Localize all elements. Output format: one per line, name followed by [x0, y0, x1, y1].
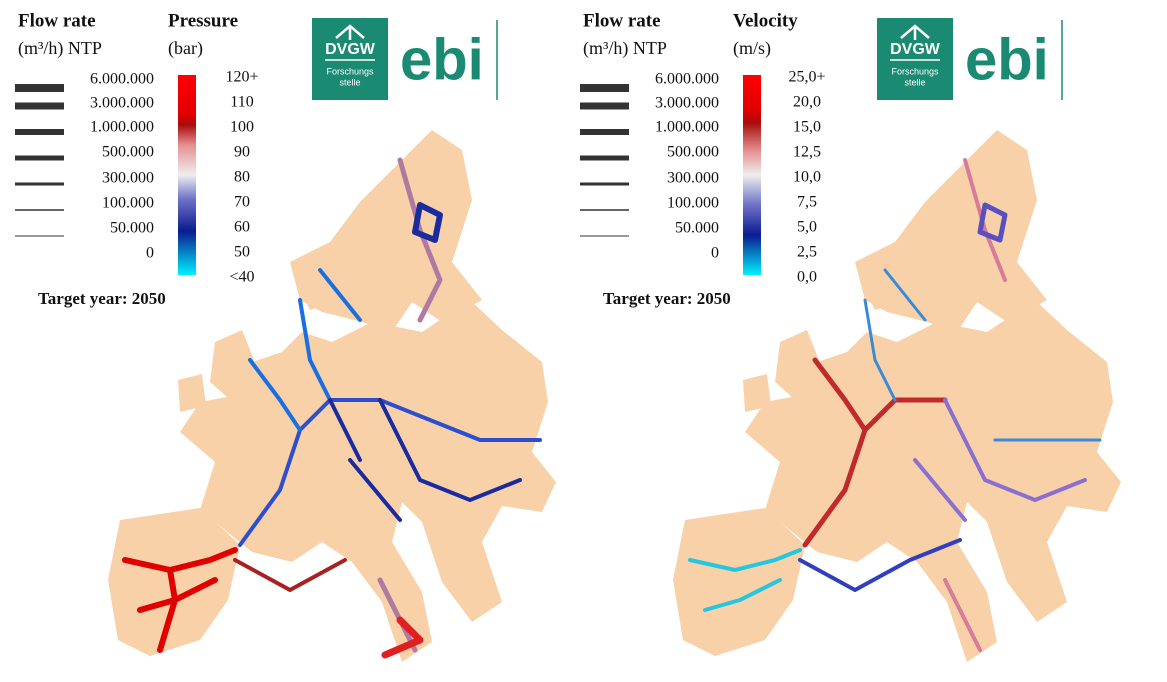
- scale-label: 50: [234, 244, 250, 261]
- scale-unit: (bar): [168, 38, 203, 59]
- scale-label: 15,0: [793, 119, 821, 136]
- logo-name: ebi: [400, 27, 484, 92]
- color-scale: [743, 75, 761, 275]
- scale-unit: (m/s): [733, 38, 771, 59]
- scale-label: 0,0: [797, 269, 817, 286]
- panel: Flow rate (m³/h) NTP 6.000.000 3.000.000 1.0…: [15, 10, 498, 308]
- scale-label: 20,0: [793, 94, 821, 111]
- panel: Flow rate (m³/h) NTP 6.000.000 3.000.000 1.0…: [580, 10, 1063, 308]
- scale-label: 7,5: [797, 194, 817, 211]
- flow-legend-label: 1.000.000: [90, 119, 154, 136]
- scale-label: 25,0+: [788, 69, 825, 86]
- flow-legend-label: 300.000: [102, 170, 154, 187]
- scale-label: 120+: [225, 69, 258, 86]
- flow-legend-label: 0: [711, 245, 719, 262]
- logo-roof: [335, 24, 365, 40]
- scale-label: 110: [230, 94, 253, 111]
- flow-title: Flow rate: [18, 10, 96, 31]
- flow-title: Flow rate: [583, 10, 661, 31]
- flow-legend-label: 50.000: [675, 220, 719, 237]
- flow-legend-label: 100.000: [102, 195, 154, 212]
- target-year: Target year: 2050: [38, 289, 166, 308]
- flow-unit: (m³/h) NTP: [583, 38, 667, 59]
- scale-label: 90: [234, 144, 250, 161]
- flow-unit: (m³/h) NTP: [18, 38, 102, 59]
- scale-title: Velocity: [733, 10, 798, 31]
- flow-legend-label: 3.000.000: [655, 95, 719, 112]
- logo-line: Forschungs: [891, 66, 939, 76]
- map-land: [108, 130, 556, 662]
- scale-label: 100: [230, 119, 254, 136]
- scale-label: 2,5: [797, 244, 817, 261]
- scale-label: 10,0: [793, 169, 821, 186]
- flow-legend-label: 50.000: [110, 220, 154, 237]
- flow-legend-label: 300.000: [667, 170, 719, 187]
- scale-label: 60: [234, 219, 250, 236]
- target-year: Target year: 2050: [603, 289, 731, 308]
- map-land: [673, 130, 1121, 662]
- flow-legend-label: 100.000: [667, 195, 719, 212]
- pipelines: [122, 157, 542, 659]
- flow-legend-label: 3.000.000: [90, 95, 154, 112]
- flow-legend-label: 6.000.000: [655, 71, 719, 88]
- logo-roof: [900, 24, 930, 40]
- scale-label: 80: [234, 169, 250, 186]
- pipelines: [688, 158, 1102, 652]
- color-scale: [178, 75, 196, 275]
- logo-brand: DVGW: [890, 41, 941, 58]
- logo-line: stelle: [904, 77, 925, 87]
- logo-line: stelle: [339, 77, 360, 87]
- flow-legend-label: 0: [146, 245, 154, 262]
- logo-name: ebi: [965, 27, 1049, 92]
- logo-line: Forschungs: [326, 66, 374, 76]
- flow-legend-label: 6.000.000: [90, 71, 154, 88]
- scale-label: <40: [229, 269, 254, 286]
- logo-brand: DVGW: [325, 41, 376, 58]
- scale-label: 12,5: [793, 144, 821, 161]
- flow-legend-label: 1.000.000: [655, 119, 719, 136]
- flow-legend-label: 500.000: [667, 144, 719, 161]
- scale-label: 70: [234, 194, 250, 211]
- scale-label: 5,0: [797, 219, 817, 236]
- scale-title: Pressure: [168, 10, 238, 31]
- flow-legend-label: 500.000: [102, 144, 154, 161]
